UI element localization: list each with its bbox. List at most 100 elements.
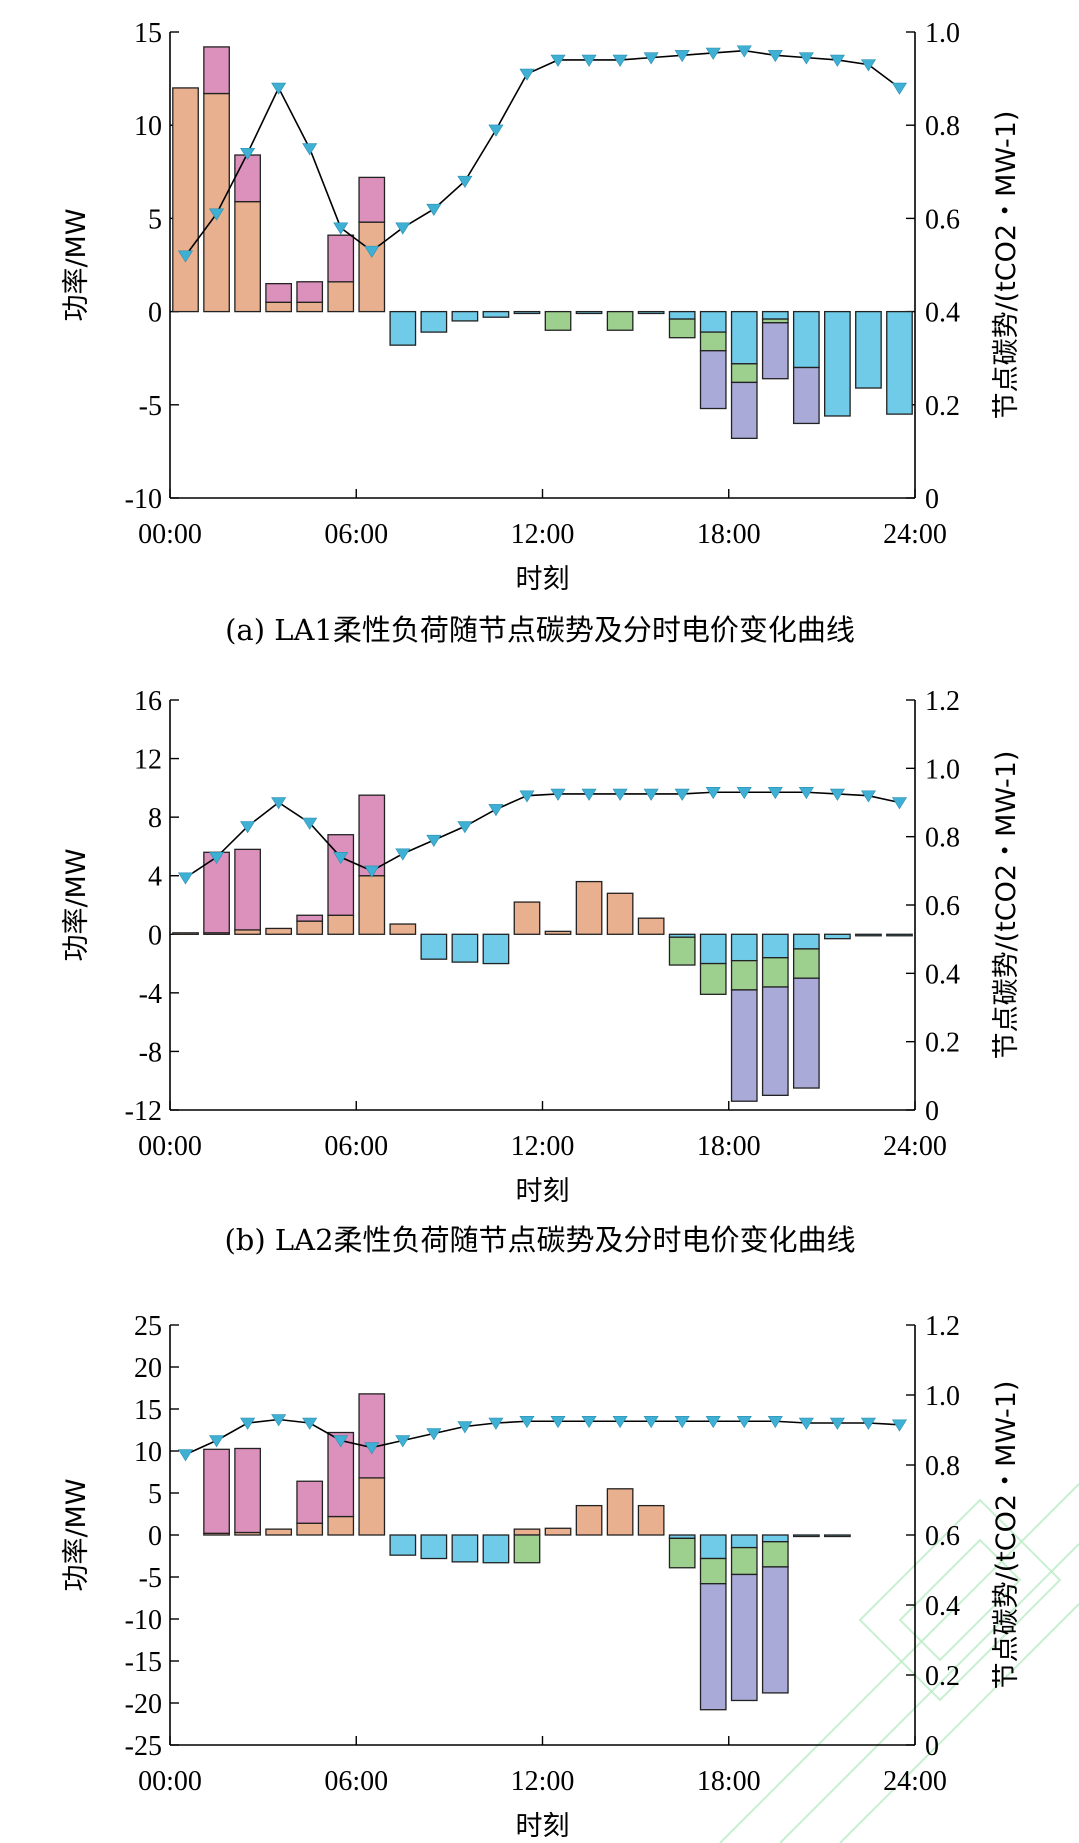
carbon-marker	[674, 1416, 690, 1429]
carbon-marker	[891, 1419, 908, 1432]
caption-a: (a) LA1柔性负荷随节点碳势及分时电价变化曲线	[225, 613, 855, 647]
y2-tick-label: 1.2	[925, 1311, 960, 1342]
bar-segment	[420, 933, 448, 960]
carbon-marker	[333, 851, 349, 865]
carbon-marker	[488, 1417, 504, 1430]
carbon-marker	[209, 1435, 225, 1448]
bar-segment	[513, 310, 541, 315]
carbon-marker	[643, 1416, 659, 1429]
y2-tick-label: 0.6	[925, 204, 960, 235]
bar-segment	[606, 310, 634, 331]
bar-segment	[265, 1528, 293, 1536]
bar-segment	[234, 200, 261, 313]
carbon-marker	[612, 54, 628, 67]
carbon-marker	[457, 821, 473, 834]
bar-segment	[668, 318, 696, 339]
y2-tick-label: 0	[925, 1096, 939, 1127]
carbon-marker	[736, 1416, 752, 1429]
bar-segment	[389, 1534, 417, 1556]
carbon-marker	[798, 787, 814, 800]
bar-segment	[327, 1515, 355, 1536]
carbon-marker	[550, 54, 566, 67]
bar-segment	[358, 794, 386, 877]
bar-segment	[824, 933, 851, 940]
y-tick-label: 25	[134, 1311, 162, 1342]
bar-segment	[730, 1546, 758, 1576]
carbon-marker	[395, 222, 411, 235]
caption-b: (b) LA2柔性负荷随节点碳势及分时电价变化曲线	[224, 1223, 855, 1257]
carbon-marker	[829, 788, 845, 801]
carbon-marker	[643, 788, 659, 801]
y-tick-label: 0	[148, 1521, 162, 1552]
carbon-marker	[612, 788, 628, 801]
bar-segment	[792, 933, 820, 950]
carbon-marker	[240, 1417, 256, 1430]
chart-panel-3: -25 -20 -15 -10 -5 0 5 10 15 20 25 0 0.2 0.4 0.6 0.8 1.0…	[61, 1311, 1022, 1842]
carbon-marker	[767, 50, 783, 63]
bar-segment	[855, 933, 882, 937]
carbon-marker	[519, 790, 535, 803]
bar-segment	[730, 933, 758, 962]
carbon-marker	[674, 788, 690, 801]
carbon-marker	[333, 222, 349, 235]
bar-segment	[668, 310, 696, 320]
bar-segment	[699, 350, 727, 410]
carbon-curve	[184, 49, 900, 257]
bar-segment	[296, 1480, 324, 1524]
x-tick-label: 06:00	[324, 1766, 388, 1797]
bar-segment	[358, 1393, 386, 1479]
y-axis-title: 功率/MW	[61, 1478, 92, 1591]
x-tick-label: 00:00	[138, 1131, 202, 1162]
bar-segment	[668, 936, 696, 966]
carbon-marker	[364, 1442, 380, 1455]
carbon-marker	[488, 804, 504, 817]
bar-segment	[761, 957, 789, 988]
y2-tick-label: 1.0	[925, 18, 960, 49]
bar-segment	[265, 282, 293, 303]
bar-segment	[203, 851, 230, 934]
y-tick-label: -4	[139, 979, 162, 1010]
x-axis-title: 时刻	[516, 1176, 570, 1207]
bar-segment	[265, 927, 293, 935]
y-tick-label: 10	[134, 1437, 162, 1468]
carbon-marker	[177, 872, 194, 885]
y2-axis-title: 节点碳势/(tCO2・MW-1)	[991, 1381, 1022, 1690]
y2-tick-label: 0	[925, 1731, 939, 1762]
x-tick-label: 06:00	[324, 1131, 388, 1162]
x-tick-label: 18:00	[697, 519, 761, 550]
x-tick-label: 06:00	[324, 519, 388, 550]
bar-segment	[792, 977, 820, 1089]
bar-segment	[203, 46, 230, 95]
bar-segment	[730, 381, 758, 440]
carbon-marker	[891, 797, 908, 810]
carbon-marker	[860, 1417, 876, 1430]
carbon-marker	[643, 52, 659, 65]
y2-tick-label: 0.2	[925, 391, 960, 422]
bar-segment	[358, 221, 386, 313]
carbon-marker	[364, 245, 380, 258]
chart-panel-1: -10 -5 0 5 10 15 0 0.2 0.4 0.6 0.8 1.0 00:00 06:00 12:…	[61, 18, 1022, 595]
y2-tick-label: 0.8	[925, 823, 960, 854]
bar-segment	[544, 1527, 572, 1536]
carbon-marker	[674, 50, 690, 63]
x-tick-label: 18:00	[697, 1766, 761, 1797]
carbon-marker	[271, 82, 287, 95]
bar-segment	[637, 917, 665, 935]
y2-tick-label: 1.2	[925, 686, 960, 717]
y-tick-label: -12	[125, 1096, 162, 1127]
carbon-marker	[736, 45, 752, 58]
y2-tick-label: 0.8	[925, 1451, 960, 1482]
carbon-marker	[302, 1417, 318, 1430]
bar-segment	[575, 1504, 603, 1536]
y2-tick-label: 0.2	[925, 1028, 960, 1059]
y-tick-label: 12	[134, 745, 162, 776]
bar-segment	[699, 1534, 727, 1560]
bar-segment	[327, 234, 355, 283]
carbon-marker	[550, 788, 566, 801]
bar-segment	[637, 1504, 665, 1536]
y2-tick-label: 0.6	[925, 891, 960, 922]
carbon-marker	[488, 124, 504, 137]
y-tick-label: 16	[134, 686, 162, 717]
bar-segment	[513, 1534, 541, 1564]
bar-segment	[296, 914, 324, 922]
